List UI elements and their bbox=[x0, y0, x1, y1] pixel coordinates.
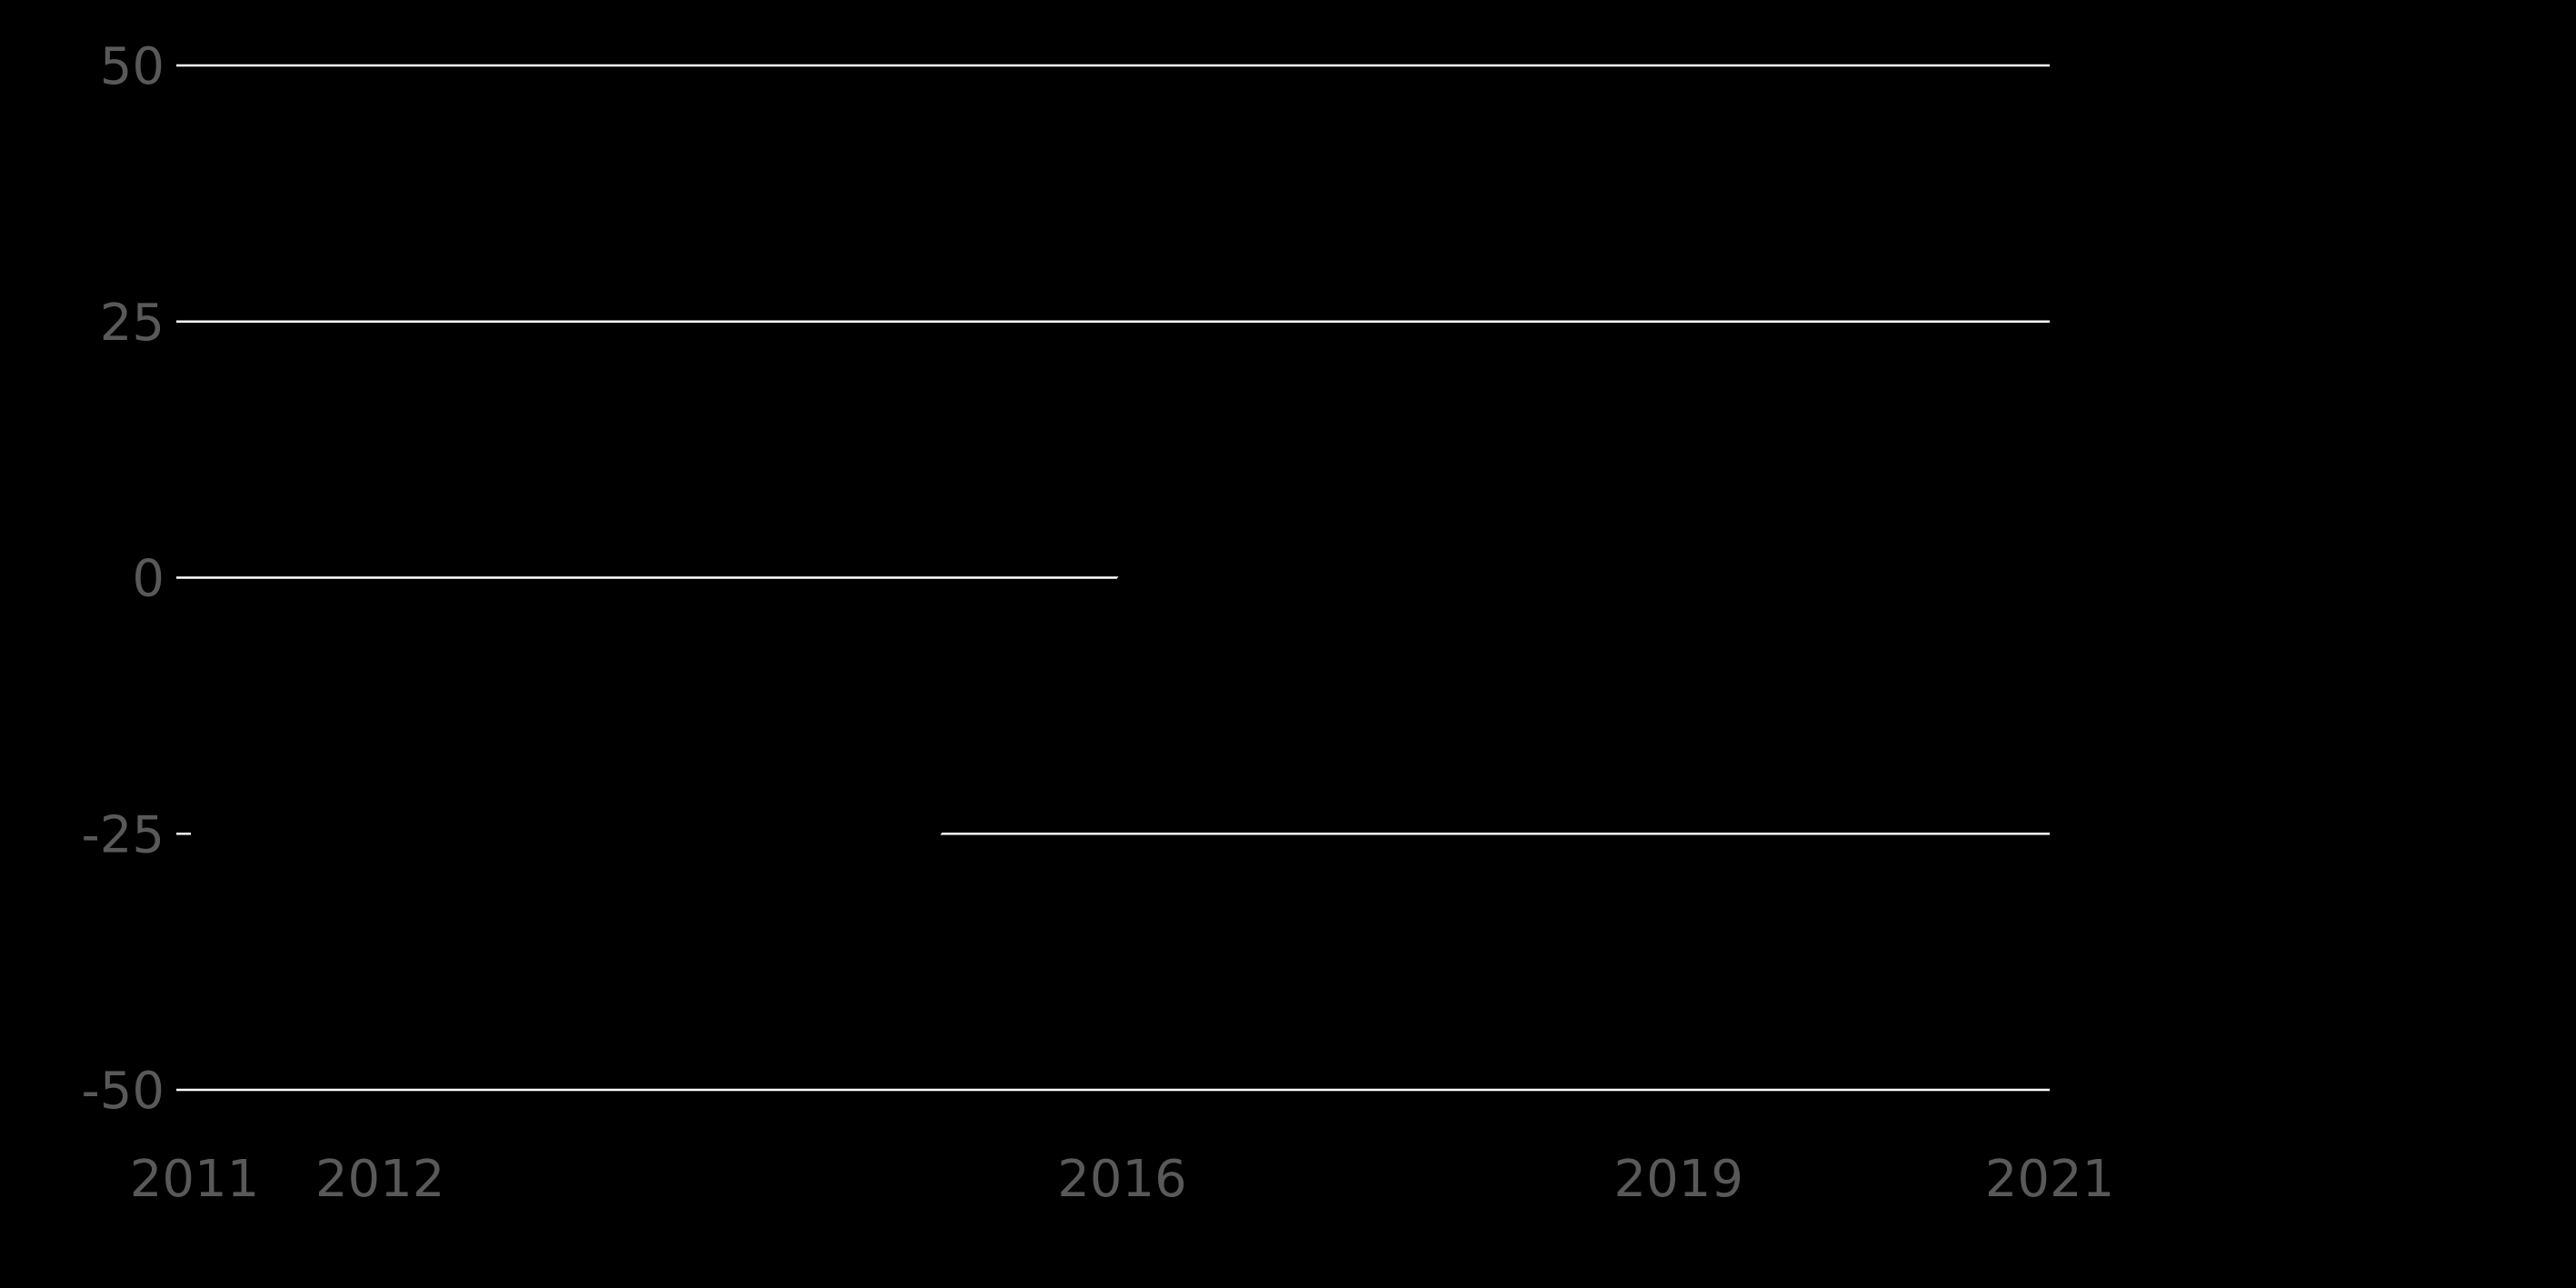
x-tick-label: 2016 bbox=[1057, 1150, 1187, 1209]
data-point bbox=[562, 830, 570, 838]
x-tick-label: 2011 bbox=[130, 1150, 260, 1209]
data-point bbox=[191, 830, 198, 838]
y-tick-label: -25 bbox=[82, 805, 165, 864]
y-tick-label: 0 bbox=[132, 550, 165, 609]
series-layer bbox=[191, 574, 2053, 838]
data-point bbox=[1674, 574, 1682, 582]
x-tick-label: 2021 bbox=[1985, 1150, 2115, 1209]
data-point bbox=[747, 830, 755, 838]
y-tick-label: 25 bbox=[100, 294, 165, 353]
data-point bbox=[1860, 574, 1868, 582]
data-point bbox=[1118, 574, 1126, 582]
x-tick-label: 2019 bbox=[1614, 1150, 1744, 1209]
data-point bbox=[376, 830, 384, 838]
data-point bbox=[1489, 574, 1497, 582]
y-tick-label: 50 bbox=[100, 37, 165, 96]
y-tick-label: -50 bbox=[82, 1062, 165, 1121]
x-tick-label: 2012 bbox=[315, 1150, 445, 1209]
data-point bbox=[2046, 574, 2053, 582]
data-point bbox=[933, 830, 941, 838]
data-point bbox=[1303, 574, 1312, 582]
x-axis-tick-labels: 2011 2012 2016 2019 2021 bbox=[130, 1150, 2115, 1209]
y-axis-tick-labels: 50 25 0 -25 -50 bbox=[82, 37, 165, 1121]
